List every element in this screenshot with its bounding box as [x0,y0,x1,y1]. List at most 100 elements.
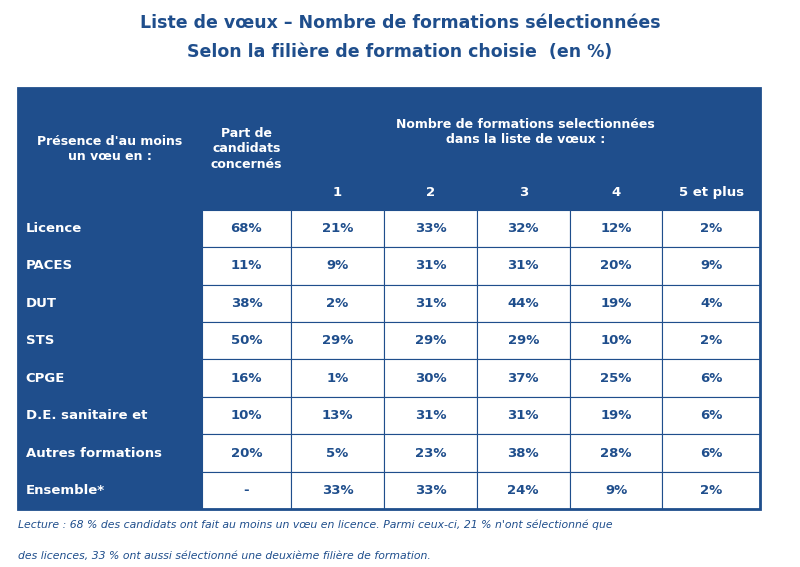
Text: 4%: 4% [700,297,722,310]
Text: STS: STS [26,335,54,347]
Bar [202,322,291,359]
Text: Part de
candidats
concernés: Part de candidats concernés [210,127,282,171]
Bar [384,176,477,210]
Text: 10%: 10% [600,335,632,347]
Bar [662,322,760,359]
Text: -: - [243,484,250,497]
Bar [477,176,570,210]
Text: 20%: 20% [230,447,262,459]
Bar [477,285,570,322]
Text: 29%: 29% [507,335,539,347]
Bar [662,434,760,472]
Bar [477,397,570,434]
Text: Présence d'au moins
un vœu en :: Présence d'au moins un vœu en : [37,134,182,163]
Bar [291,322,384,359]
Bar [291,88,760,176]
Text: 11%: 11% [230,260,262,272]
Text: Autres formations: Autres formations [26,447,162,459]
Text: des licences, 33 % ont aussi sélectionné une deuxième filière de formation.: des licences, 33 % ont aussi sélectionné… [18,551,430,561]
Text: 3: 3 [518,187,528,199]
Bar [384,285,477,322]
Bar [202,247,291,285]
Bar [202,472,291,509]
Text: 29%: 29% [414,335,446,347]
Bar [570,285,662,322]
Bar [662,472,760,509]
Text: 31%: 31% [414,260,446,272]
Text: Lecture : 68 % des candidats ont fait au moins un vœu en licence. Parmi ceux-ci,: Lecture : 68 % des candidats ont fait au… [18,519,612,530]
Bar [18,88,202,210]
Bar [477,359,570,397]
Bar [202,88,291,210]
Text: 68%: 68% [230,222,262,235]
Bar [662,359,760,397]
Text: 33%: 33% [414,222,446,235]
Bar [291,397,384,434]
Bar [662,210,760,247]
Text: 2%: 2% [700,335,722,347]
Bar [570,397,662,434]
Bar [662,176,760,210]
Text: 38%: 38% [507,447,539,459]
Bar [570,176,662,210]
Text: 2: 2 [426,187,435,199]
Text: 13%: 13% [322,409,354,422]
Bar [18,285,202,322]
Bar [477,472,570,509]
Text: CPGE: CPGE [26,372,65,384]
Text: Selon la filière de formation choisie  (en %): Selon la filière de formation choisie (e… [187,43,613,61]
Text: 44%: 44% [507,297,539,310]
Text: 16%: 16% [230,372,262,384]
Bar [384,210,477,247]
Bar [291,472,384,509]
Text: 9%: 9% [326,260,349,272]
Bar [18,397,202,434]
Bar [384,322,477,359]
Text: 20%: 20% [600,260,632,272]
Bar [291,247,384,285]
Bar [291,176,384,210]
Text: 9%: 9% [700,260,722,272]
Text: 25%: 25% [600,372,632,384]
Text: 29%: 29% [322,335,354,347]
Text: 10%: 10% [230,409,262,422]
Text: 5%: 5% [326,447,349,459]
Bar [477,247,570,285]
Text: 50%: 50% [230,335,262,347]
Bar [202,210,291,247]
Text: 31%: 31% [507,260,539,272]
Bar [570,322,662,359]
Bar [18,322,202,359]
Bar [662,247,760,285]
Bar [570,434,662,472]
Text: 38%: 38% [230,297,262,310]
Text: 4: 4 [611,187,621,199]
Bar [18,210,202,247]
Bar [477,322,570,359]
Bar [18,88,760,509]
Text: 31%: 31% [414,409,446,422]
Text: 2%: 2% [700,222,722,235]
Bar [570,247,662,285]
Text: 6%: 6% [700,409,722,422]
Bar [384,359,477,397]
Text: Liste de vœux – Nombre de formations sélectionnées: Liste de vœux – Nombre de formations sél… [140,14,660,32]
Bar [18,472,202,509]
Bar [291,359,384,397]
Text: 5 et plus: 5 et plus [678,187,744,199]
Text: Ensemble*: Ensemble* [26,484,105,497]
Text: 2%: 2% [326,297,349,310]
Bar [18,359,202,397]
Text: 33%: 33% [322,484,354,497]
Bar [662,397,760,434]
Text: 23%: 23% [414,447,446,459]
Text: 24%: 24% [507,484,539,497]
Text: PACES: PACES [26,260,73,272]
Text: Nombre de formations selectionnées
dans la liste de vœux :: Nombre de formations selectionnées dans … [396,117,655,146]
Bar [384,472,477,509]
Text: 28%: 28% [600,447,632,459]
Text: 6%: 6% [700,372,722,384]
Bar [570,472,662,509]
Text: DUT: DUT [26,297,57,310]
Bar [662,285,760,322]
